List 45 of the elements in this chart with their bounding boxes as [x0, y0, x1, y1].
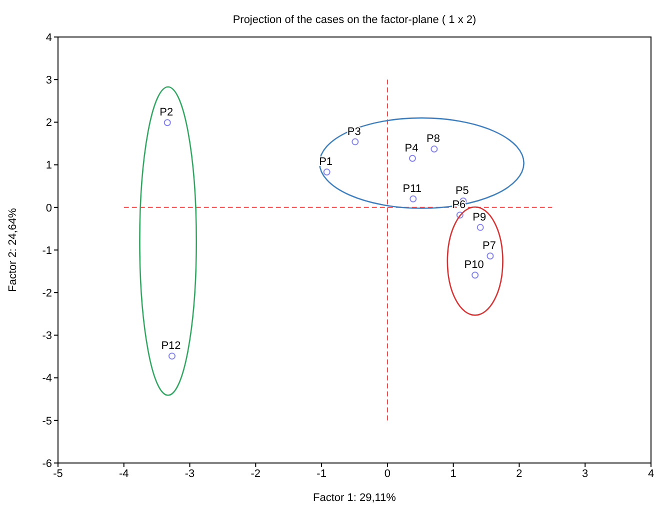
annotation: P7 — [482, 240, 496, 252]
y-tick-label: 1 — [46, 160, 52, 172]
point — [352, 138, 359, 146]
x-tick-label: -4 — [119, 468, 129, 480]
annotation: P12 — [161, 340, 181, 352]
annotation: P8 — [426, 133, 440, 146]
x-tick-label: 1 — [450, 468, 456, 480]
annotation: P2 — [160, 106, 174, 119]
x-tick-label: 3 — [582, 468, 588, 480]
x-tick-label: -3 — [184, 468, 195, 480]
x-axis-title: Factor 1: 29,11% — [313, 492, 396, 504]
point — [164, 119, 171, 126]
y-tick-label: 2 — [46, 117, 52, 130]
point — [408, 154, 416, 162]
annotation: P10 — [464, 259, 484, 272]
annotation: P9 — [472, 211, 486, 224]
y-tick-label: 3 — [46, 74, 52, 87]
point — [486, 252, 494, 260]
x-tick-label: -2 — [250, 468, 261, 480]
annotation: P3 — [347, 126, 361, 138]
x-tick-label: -1 — [316, 468, 326, 480]
annotation: P5 — [455, 185, 469, 198]
y-tick-label: -4 — [42, 372, 52, 385]
point — [472, 272, 479, 279]
y-tick-label: 0 — [46, 202, 52, 214]
y-axis-title: Factor 2: 24,64% — [6, 208, 19, 292]
point — [410, 195, 417, 202]
point — [476, 224, 484, 231]
y-tick-label: -2 — [42, 288, 52, 300]
point — [323, 168, 330, 176]
annotation: P1 — [319, 156, 333, 168]
point — [456, 212, 464, 219]
y-tick-label: -1 — [42, 244, 52, 257]
x-tick-label: 2 — [516, 468, 522, 480]
annotation: P11 — [402, 182, 422, 195]
annotation: P4 — [404, 142, 418, 154]
y-tick-label: 4 — [46, 32, 52, 44]
x-tick-label: 0 — [384, 468, 391, 480]
y-tick-label: -6 — [42, 458, 52, 470]
point — [168, 352, 176, 360]
x-tick-label: 4 — [648, 468, 654, 480]
y-tick-label: -5 — [42, 415, 52, 428]
y-tick-label: -3 — [42, 330, 52, 342]
chart-title: Projection of the cases on the factor-plane ( 1 x 2) — [232, 14, 478, 26]
point — [430, 146, 438, 153]
